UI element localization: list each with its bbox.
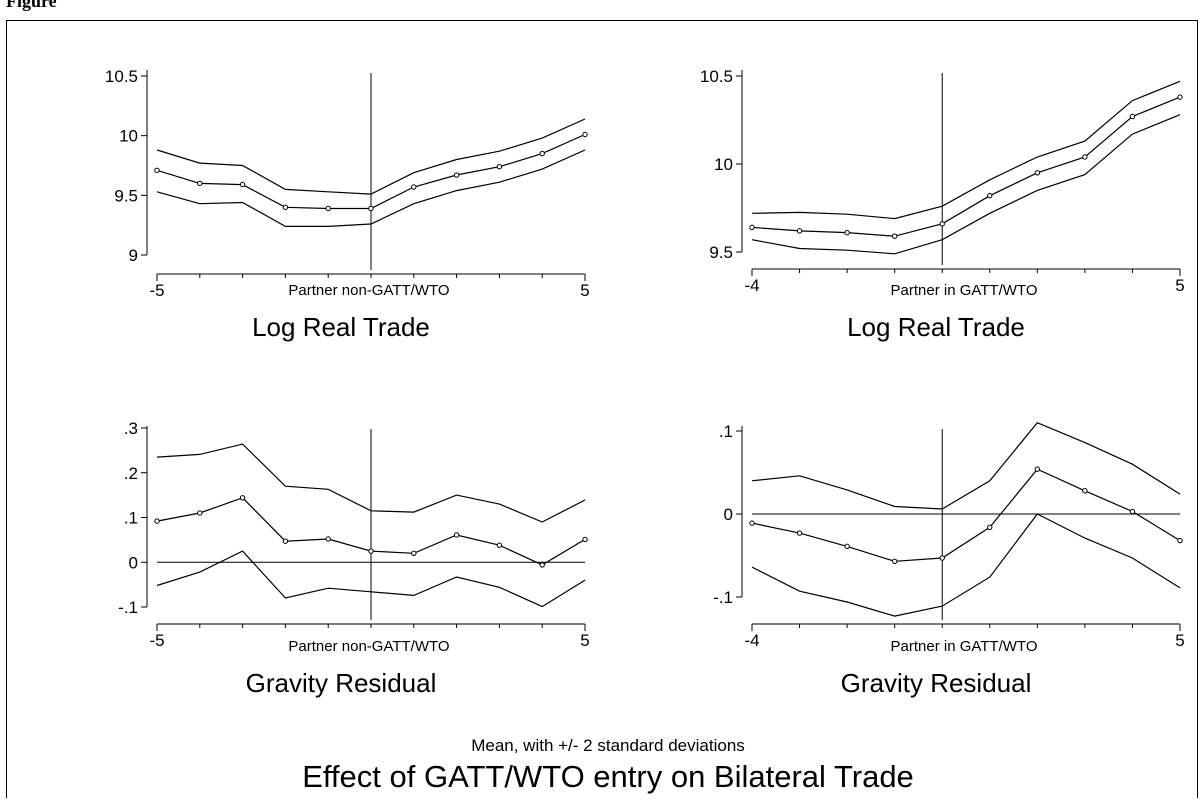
chart-panel-1: 9 9.5 10 10.5 -5 5 Partner non-GATT/WTO Log Rea…: [105, 67, 590, 342]
data-point: [891, 558, 898, 565]
data-point: [939, 555, 945, 561]
data-point: [987, 524, 993, 530]
series-line-lower: [156, 550, 586, 608]
y-tick-label: 9: [129, 246, 138, 265]
series-line-upper: [751, 421, 1181, 510]
data-point: [539, 150, 545, 157]
data-point: [987, 192, 993, 199]
figure-frame: [6, 20, 1198, 798]
panel-title: Gravity Residual: [841, 668, 1032, 698]
data-point: [939, 221, 945, 227]
chart-panel-2: 9.5 10 10.5 -4 5 Partner in GATT/WTO Log Real …: [700, 67, 1185, 342]
data-point: [1129, 113, 1136, 120]
data-point: [411, 550, 417, 556]
data-point: [1034, 170, 1041, 176]
y-tick-label: 0: [724, 505, 733, 524]
x-axis-label: Partner non-GATT/WTO: [288, 282, 449, 299]
data-point: [844, 229, 850, 236]
x-axis-label: Partner in GATT/WTO: [891, 282, 1038, 299]
data-point: [453, 172, 460, 178]
y-tick-label: 10.5: [700, 67, 733, 86]
series-line-lower: [156, 149, 586, 227]
figure-caption: Figure: [6, 0, 57, 11]
data-point: [325, 536, 331, 542]
data-point: [368, 205, 374, 212]
data-point: [496, 542, 503, 548]
y-tick-label: -.1: [118, 598, 138, 617]
y-tick-label: -.1: [713, 588, 733, 607]
x-tick-label: 5: [580, 631, 589, 650]
y-tick-label: .1: [719, 422, 733, 441]
panel-title: Log Real Trade: [847, 312, 1025, 342]
x-tick-label: -5: [149, 631, 164, 650]
data-point: [496, 163, 503, 170]
data-point: [796, 530, 803, 536]
chart-panel-3: -.1 0 .1 .2 .3 -5 5 Partner non-GATT/WTO Gravity…: [118, 419, 590, 698]
panel-title: Gravity Residual: [246, 668, 437, 698]
data-point: [891, 233, 898, 239]
series-line-upper: [156, 118, 586, 195]
data-point: [1082, 154, 1088, 160]
data-point: [582, 131, 588, 138]
figure-title: Effect of GATT/WTO entry on Bilateral Tr…: [302, 759, 914, 794]
y-tick-label: 10.5: [105, 67, 138, 86]
data-point: [282, 204, 289, 210]
data-point: [1082, 488, 1088, 494]
data-point: [1177, 94, 1183, 100]
data-point: [239, 181, 246, 188]
data-point: [453, 532, 460, 538]
data-point: [844, 543, 850, 550]
x-tick-label: -4: [744, 276, 759, 295]
data-point: [197, 510, 203, 516]
series-line-lower: [751, 114, 1181, 255]
data-point: [1129, 508, 1136, 515]
x-axis-label: Partner non-GATT/WTO: [288, 638, 449, 655]
data-point: [749, 224, 755, 231]
data-point: [749, 520, 755, 526]
x-tick-label: 5: [580, 281, 589, 300]
figure-subtitle: Mean, with +/- 2 standard deviations: [471, 736, 745, 755]
data-point: [411, 184, 417, 190]
panel-title: Log Real Trade: [252, 312, 430, 342]
y-tick-label: .1: [124, 509, 138, 528]
data-point: [154, 167, 160, 173]
series-line-upper: [751, 80, 1181, 220]
data-point: [154, 518, 160, 524]
x-tick-label: -4: [744, 631, 759, 650]
x-tick-label: 5: [1175, 276, 1184, 295]
data-point: [796, 228, 803, 234]
y-tick-label: 9.5: [709, 243, 733, 262]
x-axis-label: Partner in GATT/WTO: [891, 638, 1038, 655]
data-point: [582, 536, 588, 543]
data-point: [1034, 466, 1041, 472]
series-line-mean: [751, 468, 1181, 562]
y-tick-label: .2: [124, 464, 138, 483]
y-tick-label: 10: [119, 127, 138, 146]
data-point: [282, 538, 289, 544]
series-line-lower: [751, 513, 1181, 617]
data-point: [239, 495, 246, 501]
data-point: [197, 180, 203, 187]
x-tick-label: -5: [149, 281, 164, 300]
x-tick-label: 5: [1175, 631, 1184, 650]
series-line-mean: [751, 96, 1181, 237]
data-point: [539, 562, 545, 568]
data-point: [1177, 537, 1183, 544]
y-tick-label: 0: [129, 553, 138, 572]
data-point: [368, 548, 374, 554]
chart-panel-4: -.1 0 .1 -4 5 Partner in GATT/WTO Gravity Resi…: [713, 421, 1185, 698]
y-tick-label: 10: [714, 155, 733, 174]
series-line-upper: [156, 443, 586, 523]
y-tick-label: .3: [124, 419, 138, 438]
data-point: [325, 205, 331, 212]
y-tick-label: 9.5: [114, 186, 138, 205]
